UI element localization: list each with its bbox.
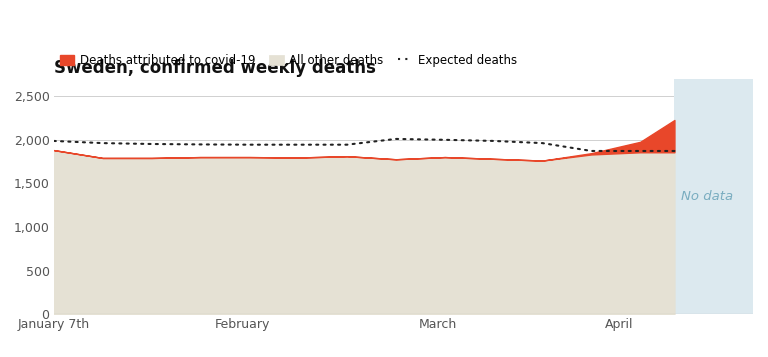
Text: Sweden, confirmed weekly deaths: Sweden, confirmed weekly deaths — [54, 59, 376, 77]
Bar — [674, 79, 753, 314]
Text: No data: No data — [681, 190, 733, 203]
Legend: Deaths attributed to covid-19, All other deaths, Expected deaths: Deaths attributed to covid-19, All other… — [60, 54, 517, 67]
